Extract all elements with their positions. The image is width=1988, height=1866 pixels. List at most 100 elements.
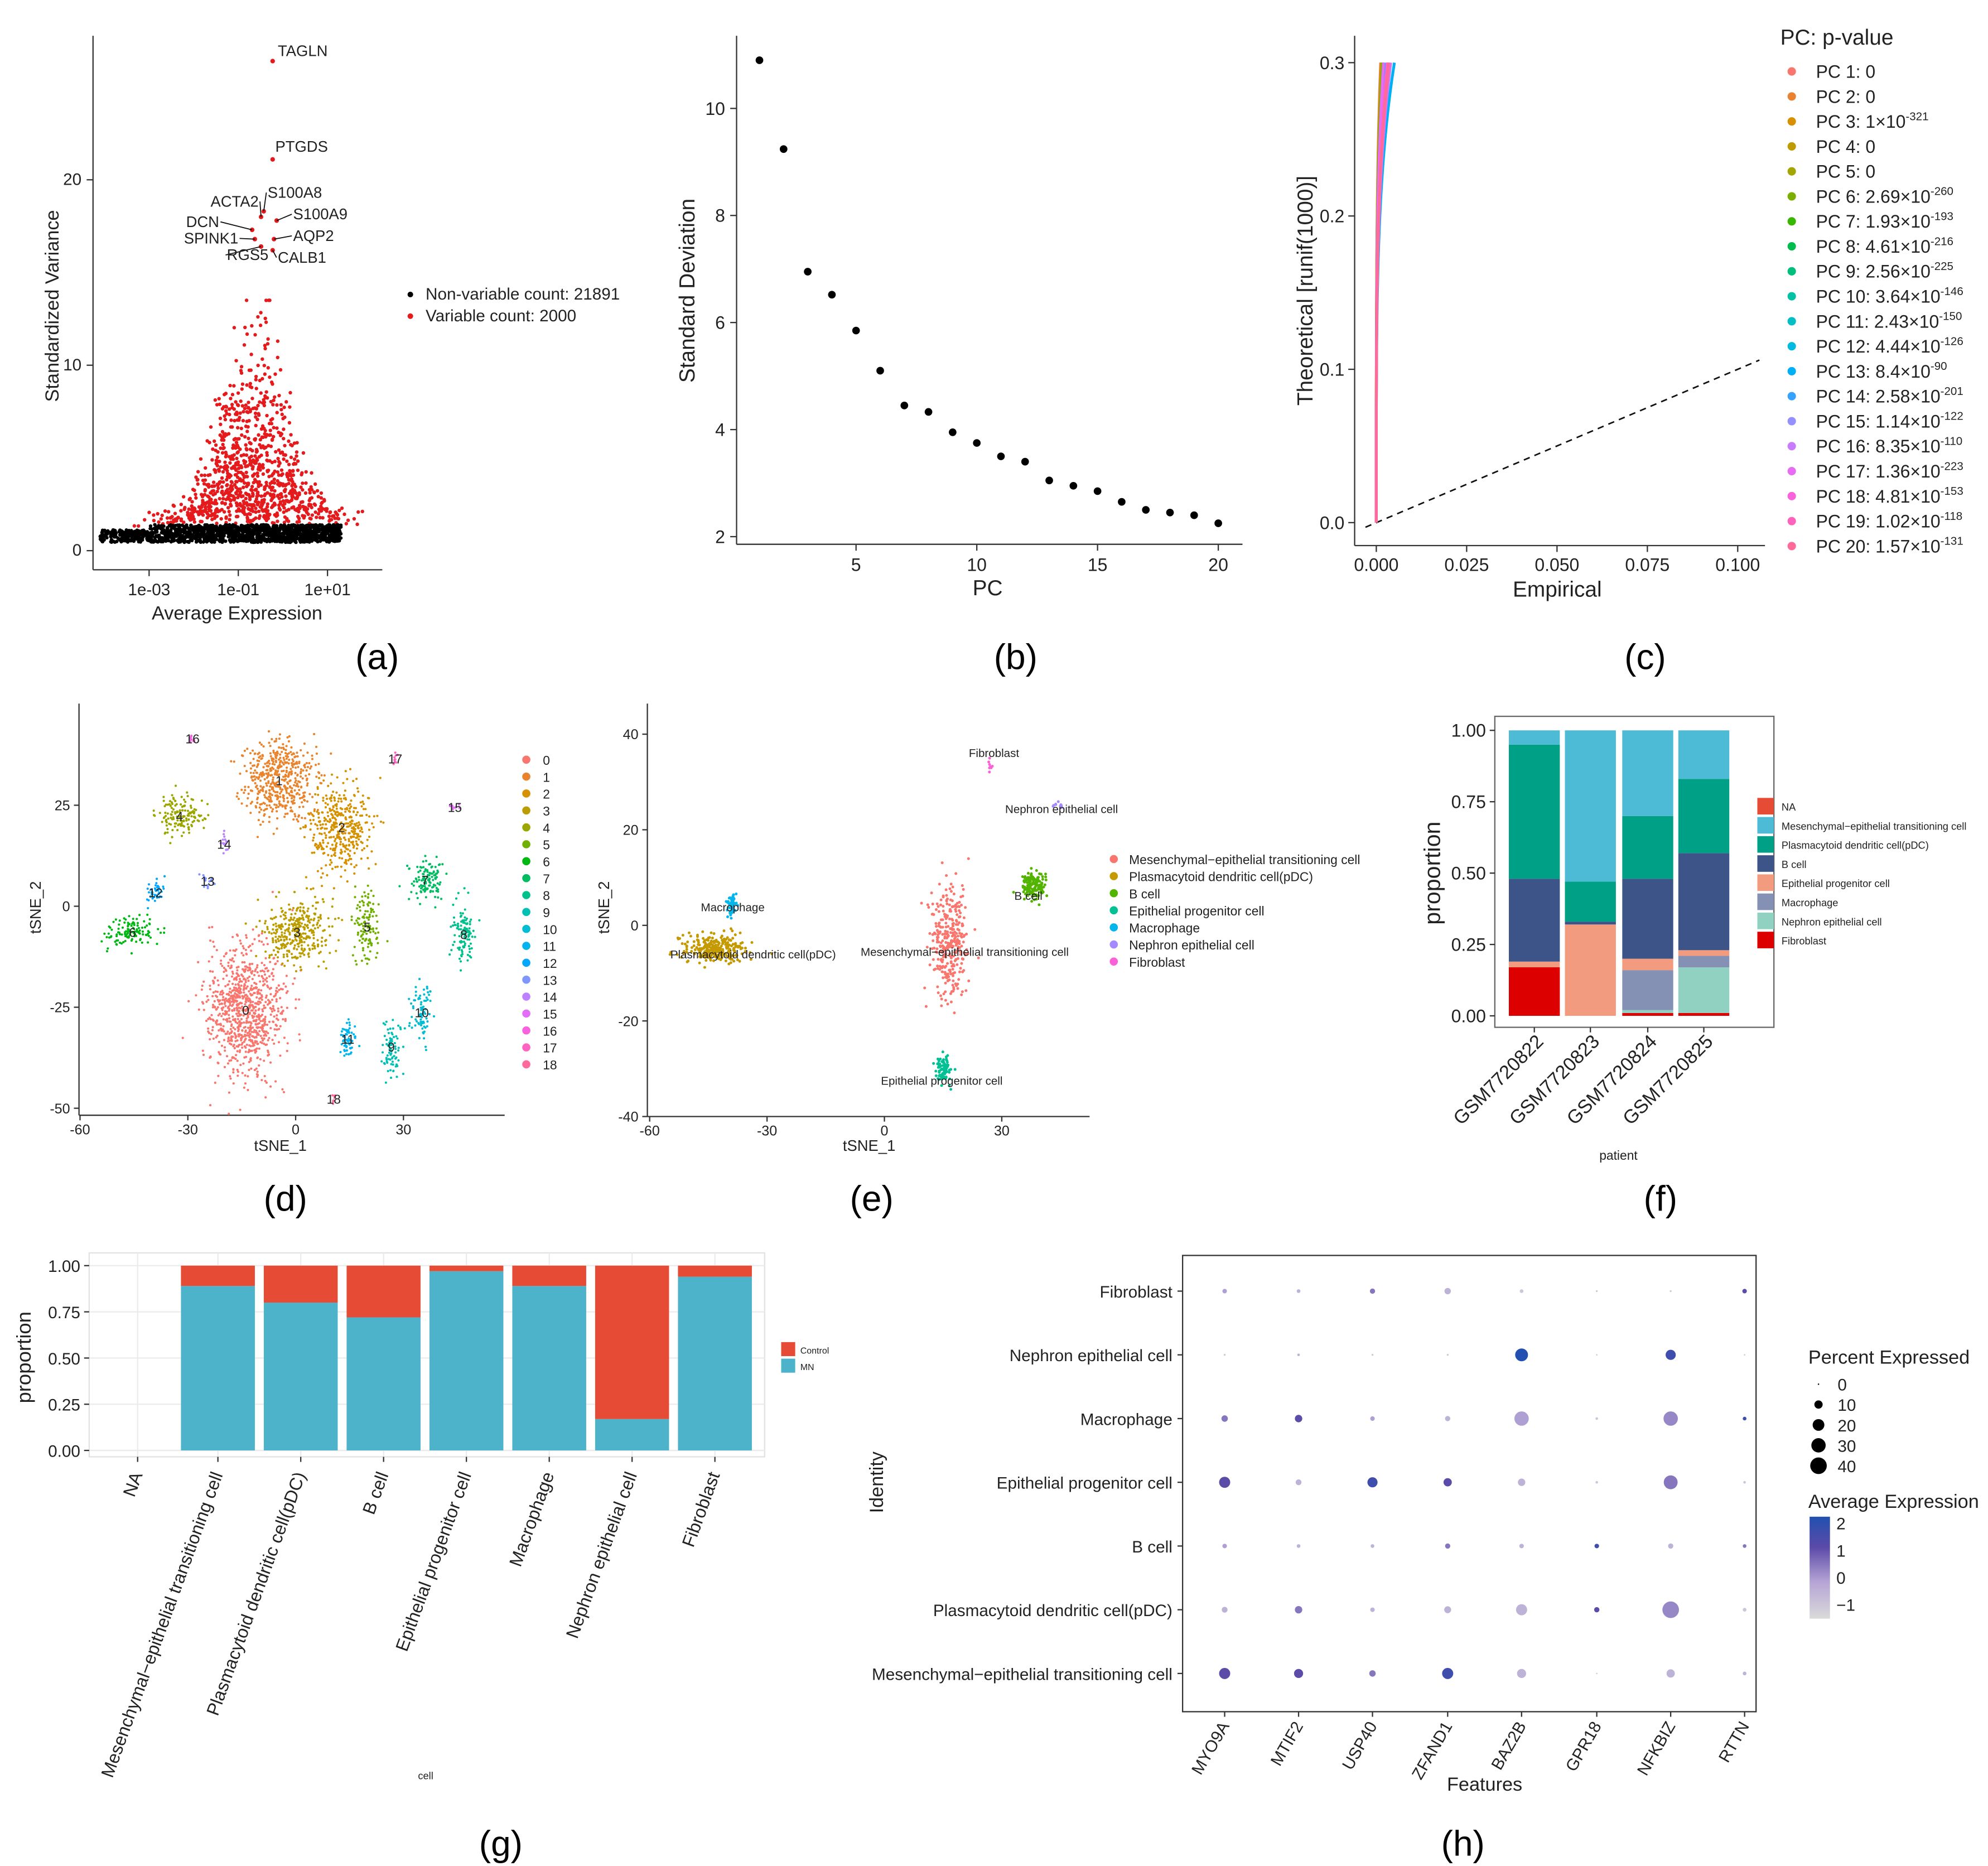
cell-point: [278, 758, 281, 761]
variable-point: [318, 509, 322, 513]
variable-point: [302, 508, 306, 512]
cell-point: [261, 773, 264, 775]
cell-point: [317, 919, 320, 922]
cell-point: [327, 842, 330, 845]
cell-point: [284, 813, 287, 816]
cell-point: [360, 857, 363, 860]
gene-label-leader: [263, 192, 267, 211]
cell-point: [258, 1064, 260, 1067]
cell-point: [335, 825, 338, 828]
variable-point: [254, 415, 258, 419]
cell-point: [312, 839, 315, 842]
variable-point: [266, 502, 270, 506]
cell-point: [166, 812, 169, 815]
caption-h: (h): [1441, 1824, 1485, 1864]
cell-point: [303, 941, 306, 943]
cell-point: [208, 1016, 211, 1019]
cell-point: [329, 952, 331, 954]
cell-point: [152, 814, 156, 817]
cell-point: [165, 818, 168, 821]
nonvariable-point: [274, 524, 278, 528]
variable-point: [295, 454, 298, 458]
cell-point: [224, 1049, 226, 1052]
nonvariable-point: [176, 523, 181, 527]
variable-point: [234, 440, 239, 445]
cell-point: [302, 754, 305, 757]
cell-point: [245, 1019, 248, 1023]
cell-point: [297, 765, 300, 769]
nonvariable-point: [157, 525, 161, 529]
pc-sd-point: [900, 402, 909, 409]
cell-point: [258, 989, 260, 991]
variable-point: [265, 458, 269, 462]
nonvariable-point: [264, 523, 268, 527]
variable-point: [236, 460, 240, 464]
uniform-reference-line: [1365, 359, 1760, 528]
cell-point: [218, 1040, 221, 1043]
variable-point: [214, 499, 218, 503]
cell-point: [234, 983, 237, 986]
cell-point: [183, 825, 186, 828]
variable-point: [283, 489, 287, 494]
cell-point: [186, 823, 189, 826]
variable-point: [342, 512, 346, 517]
y-tick-label: 0.3: [1320, 53, 1344, 73]
variable-point: [244, 403, 248, 407]
cell-point: [163, 832, 166, 835]
cell-point: [244, 948, 247, 951]
variable-point: [257, 500, 260, 504]
variable-point: [276, 456, 280, 461]
cell-point: [301, 914, 303, 917]
cell-point: [271, 890, 274, 894]
x-axis-label: Average Expression: [152, 602, 322, 624]
cell-point: [361, 794, 364, 797]
cell-point: [257, 1026, 260, 1029]
cell-point: [297, 945, 300, 948]
variable-point: [266, 513, 269, 518]
cell-point: [289, 786, 292, 789]
nonvariable-point: [320, 534, 325, 538]
cell-point: [277, 1010, 279, 1012]
cell-point: [166, 831, 169, 834]
variable-point: [285, 517, 289, 521]
cell-point: [263, 1037, 266, 1040]
p-value-exponent: -118: [1941, 510, 1963, 523]
cell-point: [278, 792, 282, 795]
cell-point: [210, 1033, 213, 1035]
cell-point: [178, 811, 181, 814]
nonvariable-point: [201, 533, 205, 537]
cell-point: [291, 753, 293, 756]
nonvariable-point: [239, 537, 243, 541]
cell-point: [196, 819, 199, 822]
variable-point: [235, 426, 240, 430]
legend-key: [1787, 67, 1796, 76]
variable-point: [221, 496, 225, 501]
cell-point: [278, 733, 282, 736]
nonvariable-point: [161, 537, 165, 542]
labeled-gene-point: [270, 59, 275, 64]
cell-point: [335, 807, 338, 810]
cell-point: [293, 784, 296, 787]
cell-point: [322, 841, 325, 844]
cell-point: [248, 1060, 250, 1063]
nonvariable-point: [190, 533, 195, 537]
cell-point: [288, 933, 291, 936]
cell-point: [344, 859, 348, 861]
cell-point: [161, 821, 163, 823]
cell-point: [305, 876, 307, 879]
variable-point: [265, 451, 269, 455]
variable-point: [244, 491, 248, 495]
cell-point: [284, 923, 287, 925]
cell-point: [219, 993, 221, 996]
cell-point: [266, 1023, 269, 1026]
cell-point: [242, 1062, 245, 1065]
variable-point: [226, 505, 230, 510]
legend-label: PC 16: 8.35×10-110: [1816, 435, 1963, 456]
variable-point: [243, 435, 247, 439]
variable-point: [232, 437, 237, 442]
cell-point: [288, 919, 291, 922]
cell-point: [259, 996, 262, 1000]
variable-point: [266, 342, 270, 346]
nonvariable-point: [264, 529, 268, 534]
variable-point: [228, 383, 232, 388]
